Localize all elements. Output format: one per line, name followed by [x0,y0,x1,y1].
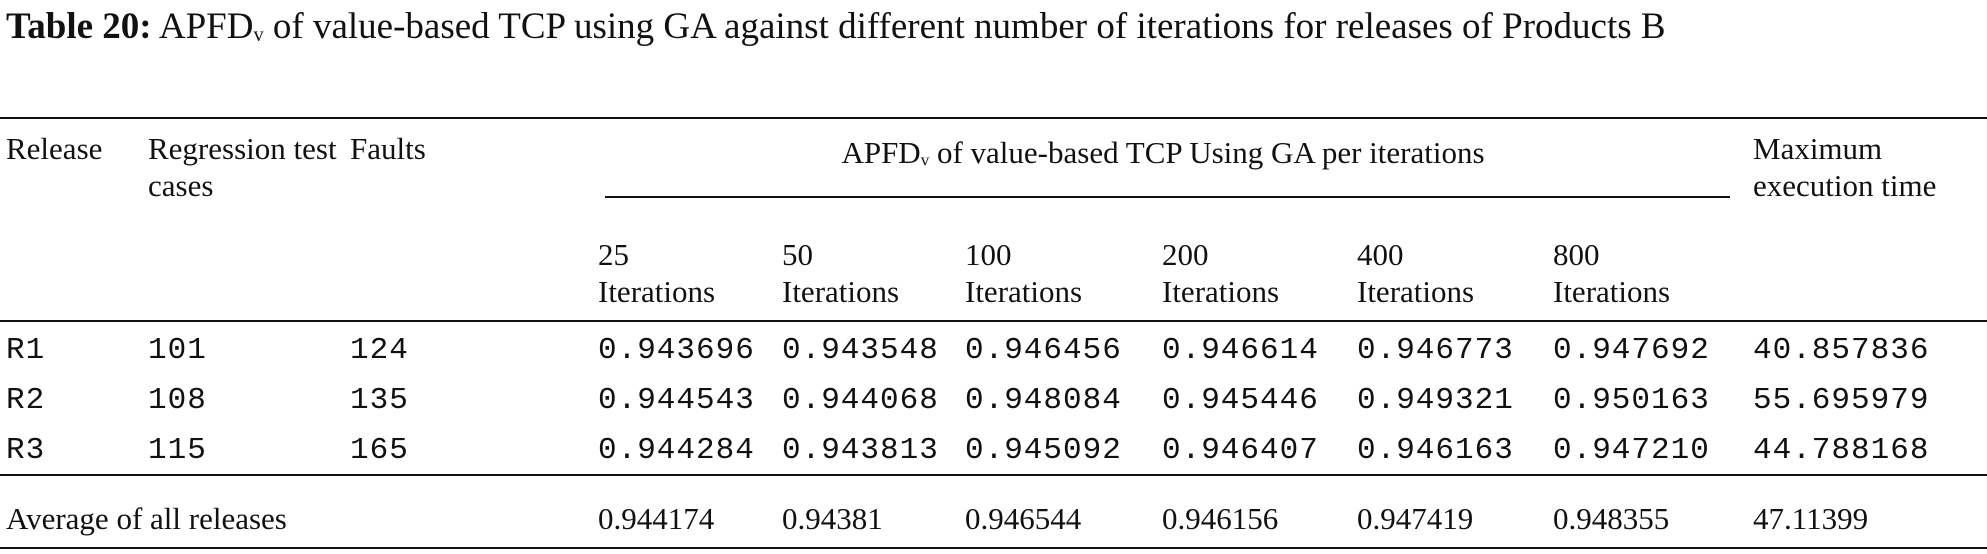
cell: 0.945092 [965,433,1122,468]
average-cell: 0.948355 [1553,501,1670,536]
cell: 0.946163 [1357,433,1514,468]
top-rule [0,117,1987,119]
header-rule [0,320,1987,322]
cell: 0.943696 [598,333,755,368]
group-rule [605,196,1730,198]
cell: 0.943548 [782,333,939,368]
cell: 165 [350,433,409,468]
header-iterations: 400 Iterations [1357,237,1475,309]
cell: 0.947210 [1553,433,1710,468]
caption-subscript: v [253,24,264,47]
cell: 0.944068 [782,383,939,418]
cell: 0.950163 [1553,383,1710,418]
cell: 44.788168 [1753,433,1930,468]
average-cell: 0.946544 [965,501,1082,536]
caption: Table 20: APFDv of value-based TCP using… [6,2,1981,60]
cell: 0.944284 [598,433,755,468]
caption-metric: APFD [158,6,254,47]
header-iterations: 800 Iterations [1553,237,1671,309]
header-iterations: 25 Iterations [598,237,716,309]
cell: 55.695979 [1753,383,1930,418]
cell: 0.946407 [1162,433,1319,468]
cell: 0.947692 [1553,333,1710,368]
cell: 0.948084 [965,383,1122,418]
cell: 115 [148,433,207,468]
average-cell: 47.11399 [1753,501,1869,536]
cell: 0.946614 [1162,333,1319,368]
header-group: APFDv of value-based TCP Using GA per it… [598,134,1728,179]
bottom-rule [0,547,1987,549]
cell: 124 [350,333,409,368]
group-subscript: v [920,150,930,170]
header-test-cases: Regression test cases [148,131,337,203]
group-metric: APFD [841,135,921,170]
header-iterations: 200 Iterations [1162,237,1280,309]
average-cell: 0.947419 [1357,501,1474,536]
average-cell: 0.946156 [1162,501,1279,536]
cell: 40.857836 [1753,333,1930,368]
header-faults: Faults [350,131,426,166]
cell: 135 [350,383,409,418]
header-iterations: 100 Iterations [965,237,1083,309]
cell: R1 [6,333,46,368]
header-max-time: Maximum execution time [1753,131,1937,203]
body-rule [0,474,1987,476]
cell: 108 [148,383,207,418]
average-cell: 0.944174 [598,501,715,536]
caption-text: of value-based TCP using GA against diff… [272,6,1666,47]
cell: 0.944543 [598,383,755,418]
cell: 0.945446 [1162,383,1319,418]
cell: 0.946456 [965,333,1122,368]
header-release: Release [6,131,103,166]
average-label: Average of all releases [6,501,287,536]
cell: 101 [148,333,207,368]
average-cell: 0.94381 [782,501,883,536]
caption-label: Table 20: [6,6,152,47]
cell: 0.946773 [1357,333,1514,368]
cell: 0.943813 [782,433,939,468]
cell: R3 [6,433,46,468]
cell: R2 [6,383,46,418]
group-text: of value-based TCP Using GA per iteratio… [936,135,1485,170]
cell: 0.949321 [1357,383,1514,418]
header-iterations: 50 Iterations [782,237,900,309]
